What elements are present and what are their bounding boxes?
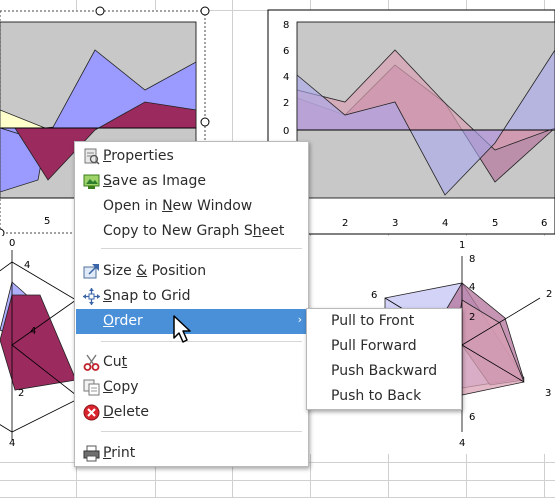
menu-item-copy-to-new-graph-sheet[interactable]: Copy to New Graph Sheet <box>76 219 307 244</box>
bottom-left-label-top: 4 <box>24 260 30 271</box>
menu-item-print[interactable]: Print <box>76 441 307 466</box>
top-right-y-tick-6: 6 <box>283 46 289 57</box>
resize-handle-top-right[interactable] <box>200 6 210 16</box>
bottom-left-label-low: 2 <box>18 388 24 399</box>
mouse-cursor-icon <box>173 315 191 343</box>
bottom-right-label-6-bottom: 6 <box>469 412 475 423</box>
bottom-right-label-3: 3 <box>545 388 551 399</box>
top-right-y-tick-8: 8 <box>283 20 289 31</box>
submenu-item-label: Pull Forward <box>331 338 417 354</box>
top-right-x-tick-3: 3 <box>392 218 398 229</box>
menu-item-cut[interactable]: Cut <box>76 350 307 375</box>
menu-item-label: Delete <box>103 404 149 420</box>
menu-item-label: Open in New Window <box>103 198 253 214</box>
menu-item-label: Cut <box>103 354 128 370</box>
top-right-chart[interactable]: 8 6 4 2 0 2 3 4 5 6 <box>267 9 555 235</box>
top-right-x-tick-5: 5 <box>492 218 498 229</box>
menu-separator <box>101 341 302 342</box>
bottom-right-label-4-bottom: 4 <box>459 438 465 449</box>
menu-item-copy[interactable]: Copy <box>76 375 307 400</box>
submenu-item-push-to-back[interactable]: Push to Back <box>308 384 460 409</box>
bottom-right-label-6-left: 6 <box>371 290 377 301</box>
menu-item-label: Copy <box>103 379 139 395</box>
bottom-right-label-8: 8 <box>469 254 475 265</box>
submenu-item-label: Push to Back <box>331 388 422 404</box>
top-right-y-tick-0: 0 <box>283 126 289 137</box>
top-right-x-tick-4: 4 <box>442 218 448 229</box>
menu-item-label: Print <box>103 445 136 461</box>
menu-item-label: Save as Image <box>103 173 206 189</box>
submenu-item-pull-forward[interactable]: Pull Forward <box>308 334 460 359</box>
bottom-left-label-bottom: 4 <box>9 438 15 449</box>
submenu-item-pull-to-front[interactable]: Pull to Front <box>308 309 460 334</box>
menu-item-order[interactable]: Order › <box>76 309 307 334</box>
copy-icon <box>83 379 100 396</box>
resize-handle-bottom-left[interactable] <box>0 228 5 238</box>
resize-handle-middle-right[interactable] <box>200 117 210 127</box>
menu-item-delete[interactable]: Delete <box>76 400 307 425</box>
bottom-right-label-2-inner: 2 <box>469 312 475 323</box>
bottom-right-label-1: 1 <box>459 240 465 251</box>
size-position-icon <box>83 264 99 279</box>
bottom-left-label-mid: 4 <box>30 326 36 337</box>
bottom-left-radar-chart[interactable]: 0 4 4 2 4 <box>0 236 77 454</box>
menu-item-save-as-image[interactable]: Save as Image <box>76 169 307 194</box>
menu-item-label: Size & Position <box>103 263 207 279</box>
submenu-item-push-backward[interactable]: Push Backward <box>308 359 460 384</box>
top-right-y-tick-2: 2 <box>283 98 289 109</box>
top-right-x-tick-2: 2 <box>342 218 348 229</box>
bottom-left-series-maroon <box>0 294 77 391</box>
resize-handle-top-center[interactable] <box>95 6 105 16</box>
menu-item-properties[interactable]: Properties <box>76 144 307 169</box>
scissors-icon <box>83 354 100 371</box>
menu-separator <box>101 431 302 432</box>
menu-item-label: Snap to Grid <box>103 288 191 304</box>
top-left-x-tick: 5 <box>44 216 50 227</box>
context-menu: Properties Save as Image Open in New Win… <box>74 141 309 467</box>
menu-item-label: Copy to New Graph Sheet <box>103 223 285 239</box>
snap-grid-icon <box>83 288 100 305</box>
printer-icon <box>83 445 100 462</box>
bottom-right-label-4: 4 <box>469 282 475 293</box>
menu-separator <box>101 248 302 249</box>
bottom-left-label-0: 0 <box>9 238 15 249</box>
top-right-x-tick-6: 6 <box>541 218 547 229</box>
menu-item-snap-to-grid[interactable]: Snap to Grid <box>76 284 307 309</box>
menu-item-label: Order <box>103 313 143 329</box>
bottom-right-label-2-right: 2 <box>546 289 552 300</box>
top-right-y-tick-4: 4 <box>283 72 289 83</box>
menu-item-label: Properties <box>103 148 174 164</box>
menu-item-open-in-new-window[interactable]: Open in New Window <box>76 194 307 219</box>
submenu-item-label: Push Backward <box>331 363 438 379</box>
properties-icon <box>84 148 100 165</box>
submenu-arrow-icon: › <box>297 313 302 326</box>
order-submenu: Pull to Front Pull Forward Push Backward… <box>306 308 462 410</box>
delete-icon <box>83 404 100 421</box>
menu-item-size-position[interactable]: Size & Position <box>76 259 307 284</box>
save-image-icon <box>83 174 100 189</box>
submenu-item-label: Pull to Front <box>331 313 415 329</box>
